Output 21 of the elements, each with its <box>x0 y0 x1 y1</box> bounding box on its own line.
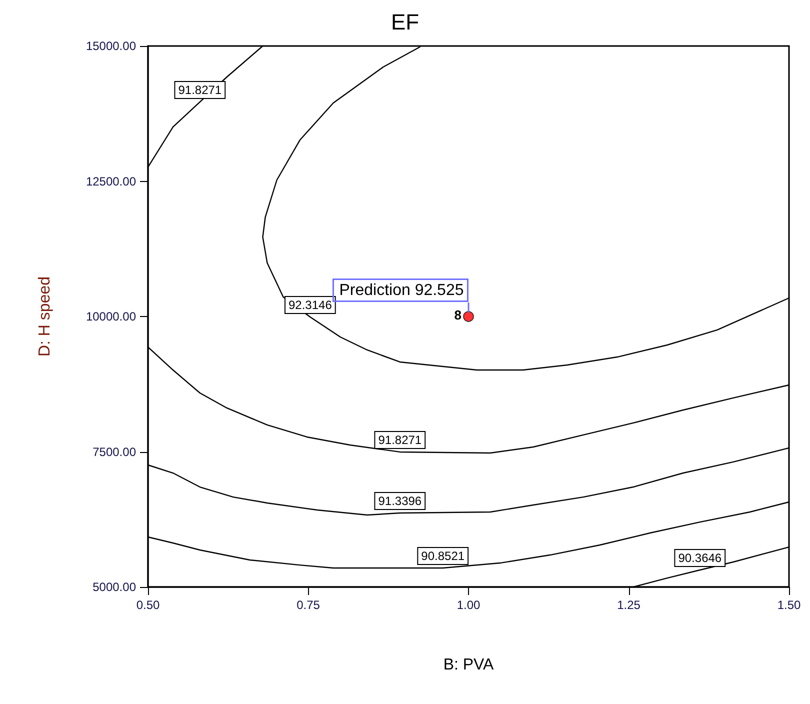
y-tick-label: 10000.00 <box>86 310 136 324</box>
x-tick-label: 1.25 <box>617 598 641 612</box>
y-tick-label: 12500.00 <box>86 174 136 188</box>
x-tick-label: 0.75 <box>296 598 320 612</box>
y-tick-label: 15000.00 <box>86 39 136 53</box>
y-axis-title: D: H speed <box>36 276 54 357</box>
y-tick-label: 7500.00 <box>92 444 136 459</box>
series-label: 92.3146 <box>288 298 332 312</box>
series-label: 91.8271 <box>178 82 222 97</box>
chart-title: EF <box>390 10 420 34</box>
y-tick-label: 5000.00 <box>92 580 136 594</box>
x-tick-label: 1.00 <box>456 598 480 612</box>
x-axis-title: B: PVA <box>443 656 494 674</box>
x-tick-label: 1.50 <box>777 598 801 612</box>
series-label: 90.3646 <box>678 551 722 566</box>
series-label: 91.3396 <box>378 494 422 508</box>
annotation: Prediction 92.525 <box>339 282 464 299</box>
series-label: 90.8521 <box>421 549 465 564</box>
annotation: 8 <box>454 308 462 322</box>
series-label: 91.8271 <box>378 432 422 447</box>
x-tick-label: 0.50 <box>136 598 160 612</box>
